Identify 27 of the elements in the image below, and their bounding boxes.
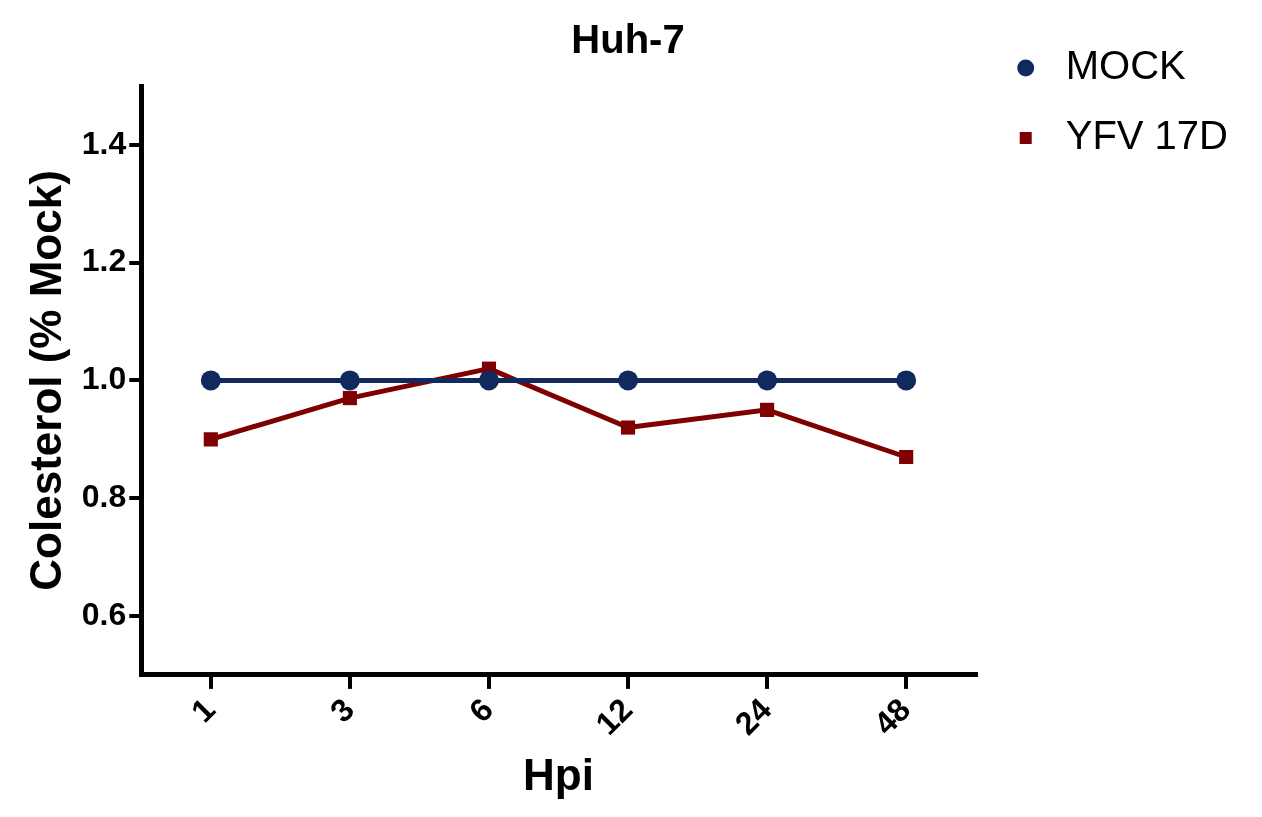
point xyxy=(620,420,636,435)
point xyxy=(342,391,357,406)
y-tick-label: 0.8 xyxy=(81,478,127,515)
point xyxy=(760,402,775,417)
legend-label: YFV 17D xyxy=(1065,113,1229,158)
point xyxy=(203,432,218,447)
point xyxy=(339,370,360,391)
chart-title: Huh-7 xyxy=(571,17,685,62)
x-tick-label: 1 xyxy=(183,691,223,730)
x-tick-label: 3 xyxy=(323,691,362,730)
x-tick-label: 48 xyxy=(866,691,918,742)
x-tick-label: 6 xyxy=(462,691,501,730)
y-axis-title: Colesterol (% Mock) xyxy=(20,170,70,591)
point xyxy=(618,370,639,391)
x-tick-label: 24 xyxy=(727,691,779,742)
point xyxy=(757,370,778,391)
point xyxy=(200,370,221,391)
x-axis-title: Hpi xyxy=(523,749,594,799)
point xyxy=(478,370,499,391)
point xyxy=(896,370,917,391)
x-tick-label: 12 xyxy=(588,691,640,742)
y-tick-label: 1.2 xyxy=(81,242,127,279)
y-tick-label: 1.0 xyxy=(81,360,127,397)
y-tick-label: 1.4 xyxy=(81,124,127,161)
point xyxy=(899,449,914,465)
legend-label: MOCK xyxy=(1065,43,1187,88)
y-tick-label: 0.6 xyxy=(81,595,127,632)
